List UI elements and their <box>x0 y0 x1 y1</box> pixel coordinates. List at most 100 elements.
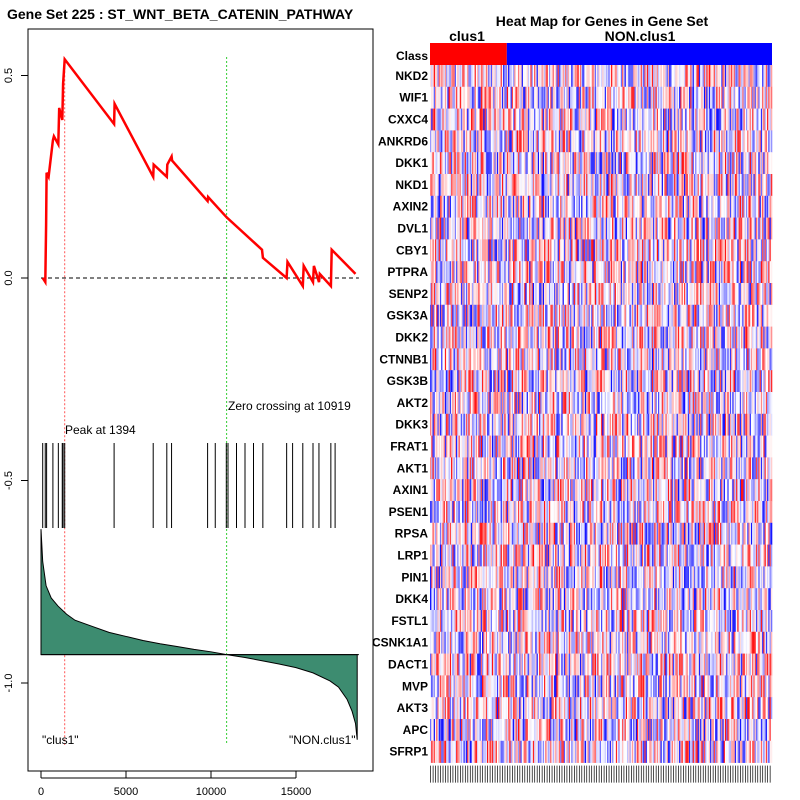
heatmap-cell <box>459 326 462 349</box>
heatmap-cell <box>470 392 473 415</box>
heatmap-cell <box>695 195 697 218</box>
heatmap-cell <box>722 435 724 458</box>
ranked-metric-area <box>40 529 359 740</box>
heatmap-cell <box>551 86 553 109</box>
heatmap-cell <box>581 348 583 371</box>
heatmap-cell <box>437 239 439 262</box>
heatmap-cell <box>651 348 654 371</box>
heatmap-cell <box>760 261 763 284</box>
heatmap-cell <box>669 392 671 415</box>
heatmap-cell <box>655 370 658 393</box>
heatmap-cell <box>444 326 447 349</box>
heatmap-cell <box>444 392 447 415</box>
heatmap-cell <box>545 392 547 415</box>
heatmap-cell <box>691 174 693 197</box>
heatmap-cell <box>434 108 437 131</box>
heatmap-cell <box>633 86 635 109</box>
heatmap-cell <box>597 217 599 240</box>
heatmap-cell <box>738 348 741 371</box>
heatmap-cell <box>499 261 501 284</box>
heatmap-cell <box>584 370 587 393</box>
heatmap-cell <box>640 217 643 240</box>
heatmap-cell <box>583 108 586 131</box>
heatmap-cell <box>691 130 693 153</box>
heatmap-cell <box>644 217 646 240</box>
heatmap-cell <box>534 152 536 175</box>
heatmap-cell <box>571 239 573 262</box>
heatmap-cell <box>552 304 555 327</box>
heatmap-cell <box>500 435 503 458</box>
heatmap-cell <box>723 392 726 415</box>
heatmap-cell <box>452 435 454 458</box>
heatmap-cell <box>667 283 670 306</box>
heatmap-cell <box>696 392 698 415</box>
heatmap-cell <box>592 130 594 153</box>
heatmap-cell <box>655 283 658 306</box>
heatmap-cell <box>550 217 552 240</box>
heatmap-cell <box>612 152 614 175</box>
heatmap-cell <box>565 348 567 371</box>
heatmap-cell <box>503 239 505 262</box>
heatmap-cell <box>573 370 576 393</box>
heatmap-cell <box>513 283 515 306</box>
heatmap-cell <box>613 392 615 415</box>
heatmap-cell <box>609 195 612 218</box>
heatmap-cell <box>438 283 441 306</box>
heatmap-cell <box>706 304 708 327</box>
heatmap-cell <box>535 130 537 153</box>
heatmap-cell <box>468 413 470 436</box>
heatmap-cell <box>536 348 539 371</box>
heatmap-cell <box>648 413 650 436</box>
heatmap-cell <box>765 283 768 306</box>
heatmap-cell <box>754 239 757 262</box>
heatmap-cell <box>732 348 734 371</box>
heatmap-cell <box>489 108 492 131</box>
heatmap-cell <box>677 435 680 458</box>
heatmap-cell <box>636 413 639 436</box>
heatmap-cell <box>618 348 620 371</box>
heatmap-cell <box>741 108 743 131</box>
heatmap-cell <box>574 174 577 197</box>
heatmap-cell <box>760 65 763 88</box>
heatmap-cell <box>706 348 708 371</box>
heatmap-cell <box>579 413 582 436</box>
heatmap-cell <box>737 261 739 284</box>
heatmap-cell <box>561 413 563 436</box>
heatmap-cell <box>607 435 609 458</box>
heatmap-cell <box>654 435 656 458</box>
heatmap-cell <box>649 108 651 131</box>
heatmap-cell <box>470 86 473 109</box>
heatmap-cell <box>719 152 722 175</box>
heatmap-cell <box>488 86 490 109</box>
heatmap-cell <box>651 195 654 218</box>
heatmap-cell <box>634 174 636 197</box>
heatmap-cell <box>516 283 519 306</box>
heatmap-cell <box>532 65 535 88</box>
heatmap-cell <box>726 152 728 175</box>
heatmap-cell <box>515 65 518 88</box>
heatmap-cell <box>550 174 552 197</box>
heatmap-cell <box>763 261 765 284</box>
heatmap-cell <box>430 283 432 306</box>
heatmap-cell <box>754 304 757 327</box>
heatmap-cell <box>638 152 640 175</box>
heatmap-cell <box>674 174 676 197</box>
heatmap-cell <box>598 348 601 371</box>
heatmap-cell <box>645 217 648 240</box>
heatmap-cell <box>591 217 593 240</box>
heatmap-cell <box>762 152 764 175</box>
heatmap-cell <box>436 152 438 175</box>
heatmap-cell <box>765 413 768 436</box>
heatmap-cell <box>540 435 542 458</box>
heatmap-cell <box>662 174 665 197</box>
heatmap-cell <box>597 108 599 131</box>
heatmap-cell <box>589 348 592 371</box>
heatmap-cell <box>669 326 671 349</box>
heatmap-cell <box>627 65 629 88</box>
heatmap-cell <box>603 86 606 109</box>
heatmap-cell <box>610 348 613 371</box>
heatmap-cell <box>745 65 748 88</box>
heatmap-cell <box>433 370 436 393</box>
heatmap-cell <box>667 392 670 415</box>
heatmap-cell <box>570 392 572 415</box>
